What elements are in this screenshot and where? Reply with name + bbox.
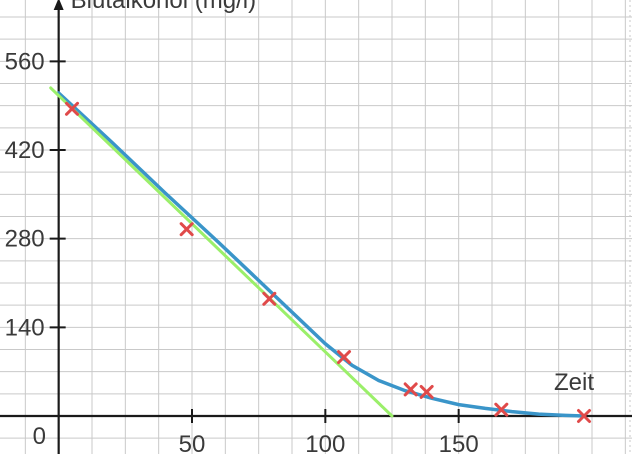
data-point-marker — [65, 101, 79, 116]
marker-stroke — [65, 101, 79, 116]
x-tick-label: 50 — [179, 431, 206, 454]
y-tick-label: 140 — [5, 314, 45, 341]
x-axis-title: Zeit — [554, 369, 594, 396]
y-tick-label: 560 — [5, 48, 45, 75]
y-tick-label: 280 — [5, 226, 45, 253]
marker-stroke — [577, 409, 591, 423]
origin-label: 0 — [33, 423, 46, 450]
ticks: 50 100 150 140 280 420 560 — [5, 48, 479, 454]
marker-stroke — [262, 291, 277, 306]
marker-stroke — [403, 382, 418, 397]
y-axis-title: Blutalkohol (mg/l) — [71, 0, 256, 14]
series-layer — [49, 86, 591, 423]
x-tick-label: 150 — [439, 431, 479, 454]
x-tick-label: 100 — [305, 431, 345, 454]
marker-stroke — [494, 402, 509, 417]
data-point-marker — [494, 402, 509, 417]
data-point-marker — [403, 382, 418, 397]
y-axis-arrow-icon — [53, 0, 64, 10]
y-tick-label: 420 — [5, 137, 45, 164]
marker-stroke — [419, 384, 434, 399]
data-point-marker — [179, 222, 194, 237]
marker-stroke — [337, 350, 351, 365]
marker-stroke — [179, 222, 194, 237]
linear-fit-line — [49, 86, 394, 418]
decay-curve — [56, 91, 586, 418]
data-point-marker — [337, 350, 351, 365]
data-point-marker — [577, 409, 591, 423]
data-point-marker — [262, 291, 277, 306]
data-point-marker — [419, 384, 434, 399]
